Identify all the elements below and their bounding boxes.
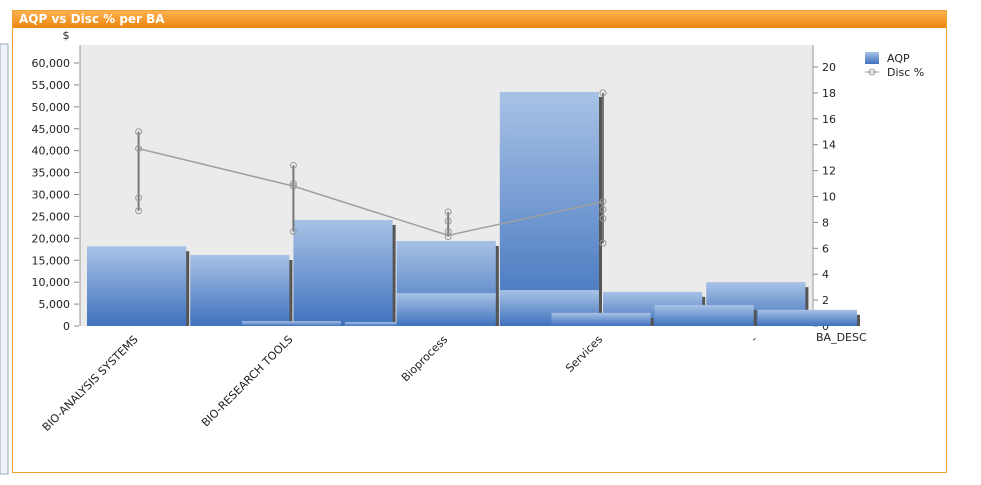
bar xyxy=(293,219,393,326)
y-tick-label: 55,000 xyxy=(32,79,71,92)
y2-tick-label: 4 xyxy=(822,268,829,281)
y2-tick-label: 2 xyxy=(822,294,829,307)
bar-shadow xyxy=(494,298,499,326)
y2-tick-label: 20 xyxy=(822,61,836,74)
disc-dot xyxy=(135,128,143,136)
y-tick-label: 0 xyxy=(63,320,70,333)
bar-shadow xyxy=(598,96,602,327)
bar xyxy=(241,321,341,326)
bar xyxy=(190,254,290,326)
y-tick-label: 15,000 xyxy=(32,254,71,267)
y2-tick-label: 18 xyxy=(822,87,836,100)
y2-tick-label: 12 xyxy=(822,165,836,178)
x-axis-label: BA_DESC xyxy=(816,331,867,344)
y2-tick-label: 0 xyxy=(822,320,829,333)
y2-tick-label: 14 xyxy=(822,139,836,152)
disc-dot xyxy=(135,194,143,202)
bar-shadow xyxy=(598,295,602,326)
y-tick-label: 45,000 xyxy=(32,123,71,136)
legend-label: AQP xyxy=(887,52,910,65)
chart-title: AQP vs Disc % per BA xyxy=(19,12,165,26)
title-bar xyxy=(13,11,946,28)
bar xyxy=(757,309,857,326)
sidebar xyxy=(0,43,9,475)
disc-dot xyxy=(289,227,297,235)
y-tick-label: 20,000 xyxy=(32,232,71,245)
bar-shadow xyxy=(856,314,860,326)
disc-dot xyxy=(599,205,607,213)
bar xyxy=(654,304,754,326)
y-tick-label: 35,000 xyxy=(32,167,71,180)
disc-dot xyxy=(289,161,297,169)
y2-tick-label: 10 xyxy=(822,191,836,204)
y-tick-label: 40,000 xyxy=(32,145,71,158)
bar xyxy=(499,91,599,327)
disc-dot xyxy=(599,215,607,223)
bar xyxy=(396,293,496,326)
y-axis-label: $ xyxy=(63,29,70,42)
y-tick-label: 25,000 xyxy=(32,210,71,223)
disc-dot xyxy=(444,217,452,225)
bar-shadow xyxy=(494,245,499,326)
y-tick-label: 50,000 xyxy=(32,101,71,114)
bar-shadow xyxy=(752,309,757,326)
disc-dot xyxy=(599,198,607,206)
bar-shadow xyxy=(185,251,190,326)
y2-tick-label: 8 xyxy=(822,216,829,229)
disc-line xyxy=(138,147,604,237)
bar-shadow xyxy=(288,259,293,326)
bar-shadow xyxy=(804,287,809,326)
legend-dot xyxy=(868,68,876,76)
y-tick-label: 30,000 xyxy=(32,189,71,202)
legend-swatch xyxy=(865,52,879,64)
disc-dot xyxy=(135,207,143,215)
y2-tick-label: 6 xyxy=(822,242,829,255)
disc-dot xyxy=(289,182,297,190)
disc-dot xyxy=(444,227,452,235)
bar-shadow xyxy=(649,317,654,326)
disc-dot xyxy=(444,208,452,216)
bar xyxy=(551,312,651,326)
bar-shadow xyxy=(391,224,396,326)
legend-label: Disc % xyxy=(887,66,924,79)
disc-dot xyxy=(599,89,607,97)
y-tick-label: 5,000 xyxy=(39,298,71,311)
y-tick-label: 10,000 xyxy=(32,276,71,289)
y-tick-label: 60,000 xyxy=(32,57,71,70)
bar xyxy=(87,246,187,326)
bar xyxy=(345,322,445,326)
disc-dot xyxy=(289,180,297,188)
disc-dot xyxy=(599,239,607,247)
disc-dot xyxy=(444,233,452,241)
y2-tick-label: 16 xyxy=(822,113,836,126)
disc-dot xyxy=(135,145,143,153)
